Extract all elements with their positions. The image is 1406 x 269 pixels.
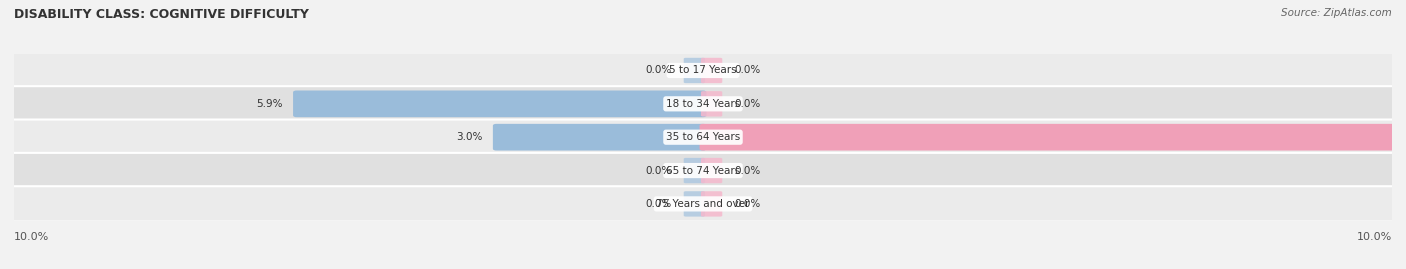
FancyBboxPatch shape — [702, 91, 723, 116]
FancyBboxPatch shape — [494, 124, 706, 151]
Text: 0.0%: 0.0% — [645, 165, 672, 176]
FancyBboxPatch shape — [11, 186, 1395, 222]
FancyBboxPatch shape — [11, 153, 1395, 188]
Text: 0.0%: 0.0% — [734, 65, 761, 76]
FancyBboxPatch shape — [292, 90, 706, 117]
FancyBboxPatch shape — [683, 191, 704, 217]
Text: 35 to 64 Years: 35 to 64 Years — [666, 132, 740, 142]
Text: 0.0%: 0.0% — [734, 99, 761, 109]
Text: 65 to 74 Years: 65 to 74 Years — [666, 165, 740, 176]
Text: 0.0%: 0.0% — [645, 65, 672, 76]
Text: 0.0%: 0.0% — [734, 199, 761, 209]
Text: 0.0%: 0.0% — [734, 165, 761, 176]
Text: Source: ZipAtlas.com: Source: ZipAtlas.com — [1281, 8, 1392, 18]
Text: DISABILITY CLASS: COGNITIVE DIFFICULTY: DISABILITY CLASS: COGNITIVE DIFFICULTY — [14, 8, 309, 21]
Text: 75 Years and over: 75 Years and over — [657, 199, 749, 209]
Text: 0.0%: 0.0% — [645, 199, 672, 209]
FancyBboxPatch shape — [11, 119, 1395, 155]
FancyBboxPatch shape — [11, 53, 1395, 88]
Text: 5.9%: 5.9% — [256, 99, 283, 109]
Text: 10.0%: 10.0% — [14, 232, 49, 242]
FancyBboxPatch shape — [702, 158, 723, 183]
FancyBboxPatch shape — [683, 58, 704, 83]
Text: 3.0%: 3.0% — [456, 132, 482, 142]
FancyBboxPatch shape — [700, 124, 1395, 151]
Text: 18 to 34 Years: 18 to 34 Years — [666, 99, 740, 109]
Text: 5 to 17 Years: 5 to 17 Years — [669, 65, 737, 76]
FancyBboxPatch shape — [683, 158, 704, 183]
FancyBboxPatch shape — [702, 191, 723, 217]
FancyBboxPatch shape — [702, 58, 723, 83]
Text: 10.0%: 10.0% — [1357, 232, 1392, 242]
FancyBboxPatch shape — [11, 86, 1395, 122]
